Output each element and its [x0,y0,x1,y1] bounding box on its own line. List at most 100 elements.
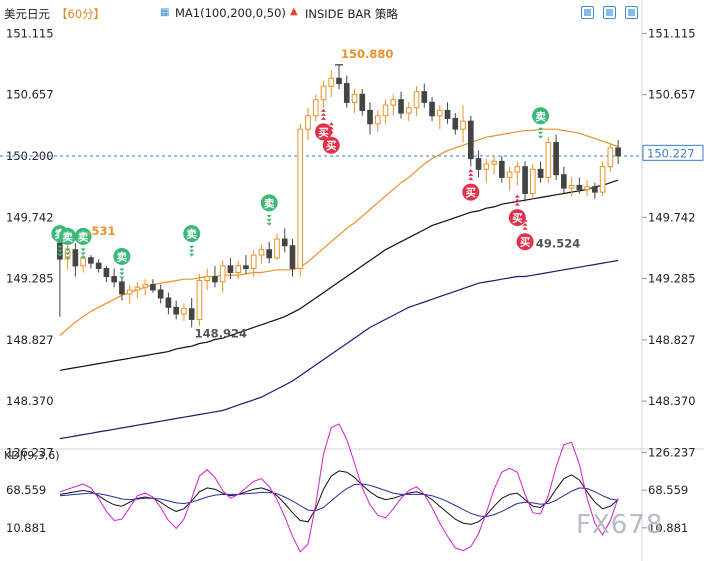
candle-body [95,262,102,269]
kdj-tick-label-left: 68.559 [6,483,46,497]
candle-body [498,160,505,178]
candle-body [212,276,218,283]
signal-arrow [57,249,63,253]
buy-signal-badge [508,209,526,227]
signal-arrow [266,222,272,226]
sell-signal-badge [532,107,550,125]
signal-arrow [189,245,195,249]
candle-body [592,186,598,193]
strategy-icon[interactable]: ▲ [290,6,298,17]
candle-body [312,99,319,117]
candle-body [126,289,133,295]
kdj-d-line [59,483,619,518]
ma100-line [59,128,619,336]
candle-body [297,128,304,269]
kdj-title: KDJ(9,3,6) [4,449,60,462]
signal-label: 卖 [264,197,275,210]
price-tick-label-left: 149.285 [6,272,54,286]
candle-body [537,168,544,178]
candle-body [266,249,273,259]
window-icon[interactable] [625,6,638,19]
signal-label: 卖 [117,250,128,263]
candle-body [351,93,358,103]
signal-arrow [522,226,528,230]
candle-body [599,166,606,193]
signal-label: 卖 [535,110,546,123]
candle-body [196,280,203,320]
kdj-tick-label-left: 126.237 [6,445,54,459]
signal-arrow [468,169,474,173]
price-tick-label-right: 148.827 [648,333,696,347]
layout-icon[interactable] [603,6,616,19]
signal-arrow [514,198,520,202]
signal-arrow [522,222,528,226]
candle-body [421,91,428,103]
signal-arrow [328,130,334,134]
candle-body [165,297,172,308]
symbol-title: 美元日元 [4,7,50,21]
candle-body [561,174,567,189]
candle-body [436,109,443,117]
candle-body [522,166,528,194]
signal-arrow [119,276,125,280]
kdj-k-line [59,470,619,525]
signal-arrow [119,268,125,272]
candle-body [72,249,79,267]
signal-arrow [538,127,544,131]
candle-body [405,107,412,114]
candle-body [258,249,265,256]
signal-arrow [328,122,334,126]
candle-body [615,147,621,157]
price-tick-label-left: 148.827 [6,333,54,347]
candle-body [444,109,451,119]
candle-body [219,265,226,283]
candle-body [607,147,614,168]
grid-icon[interactable] [581,6,594,19]
candle-body [88,257,94,264]
ma-indicator-label[interactable]: MA1(100,200,0,50) [175,6,286,20]
ma-extra-line [59,259,619,440]
indicator-settings-icon[interactable]: ▦ [160,7,170,18]
candle-body [243,265,249,269]
candle-body [134,286,141,291]
signal-arrow [57,253,63,257]
strategy-label[interactable]: INSIDE BAR 策略 [305,7,398,21]
candle-body [150,284,156,291]
candle-body [460,120,466,130]
candle-body [305,115,311,130]
candle-body [429,101,435,117]
kdj-tick-label-right: 68.559 [648,483,688,497]
candle-body [173,306,180,315]
candle-body [328,77,335,87]
candle-body [506,171,513,178]
buy-signal-badge [314,123,332,141]
candle-body [289,245,296,269]
price-tick-label-left: 150.657 [6,88,54,102]
candle-body [103,267,110,278]
candle-body [553,142,559,176]
candle-body [281,238,288,247]
price-tick-label-right: 148.370 [648,394,696,408]
candle-body [359,93,366,111]
signal-arrow [468,173,474,177]
chart-header: 美元日元 【60分】 ▦ MA1(100,200,0,50) ▲ INSIDE … [0,0,704,26]
candle-body [227,265,234,274]
candle-body [367,109,373,125]
buy-signal-badge [462,183,480,201]
price-tick-label-right: 150.657 [648,88,696,102]
low-price-label: 148.924 [195,326,247,340]
period-label[interactable]: 【60分】 [56,7,106,21]
high-price-label: 150.880 [341,47,393,61]
fx678-watermark: FX678 [576,510,664,540]
signal-arrow [80,252,86,256]
candle-body [413,91,420,109]
candle-body [530,168,536,194]
candle-body [374,115,381,125]
signal-label: 买 [318,127,329,139]
candle-body [452,117,459,130]
signal-arrow [266,214,272,218]
candle-body [483,163,490,170]
candle-body [204,276,211,282]
candle-body [157,289,164,299]
